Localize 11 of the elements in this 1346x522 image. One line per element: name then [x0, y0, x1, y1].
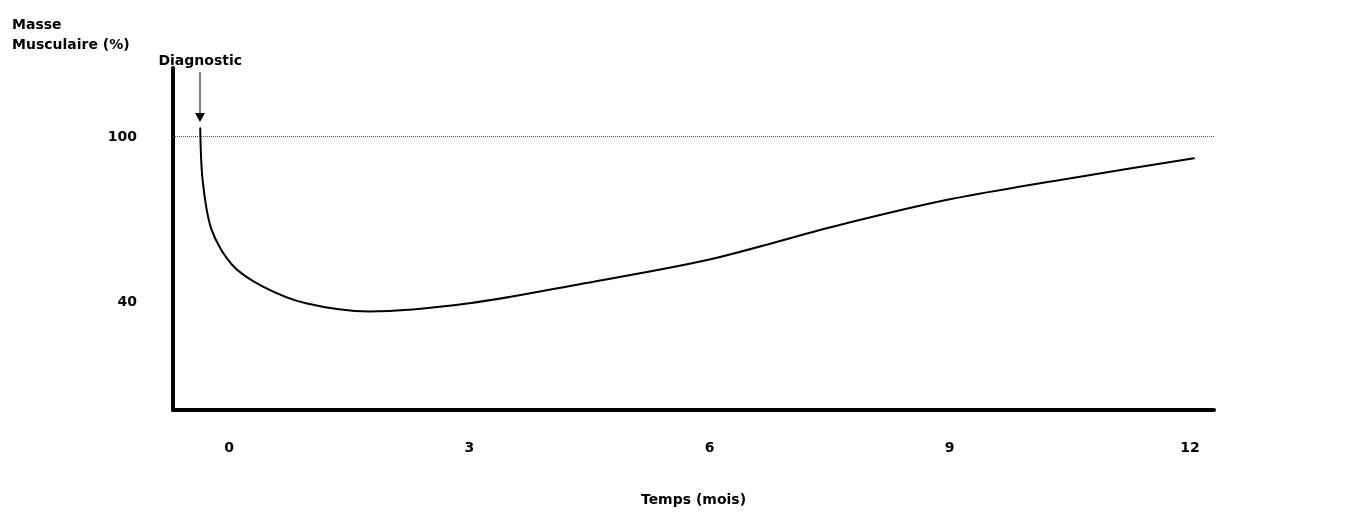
- x-tick-label: 9: [944, 439, 955, 455]
- y-tick-label: 40: [117, 292, 138, 309]
- x-tick-label: 3: [464, 439, 475, 455]
- x-tick-label: 12: [1180, 439, 1200, 455]
- y-tick-label: 100: [107, 128, 138, 145]
- x-tick-label: 6: [704, 439, 715, 455]
- line-series: [199, 127, 1195, 313]
- y-axis-title: Masse Musculaire (%): [12, 16, 130, 52]
- x-axis-title: Temps (mois): [640, 491, 747, 507]
- annotation: Diagnostic: [158, 52, 243, 69]
- x-tick-label: 0: [224, 439, 235, 455]
